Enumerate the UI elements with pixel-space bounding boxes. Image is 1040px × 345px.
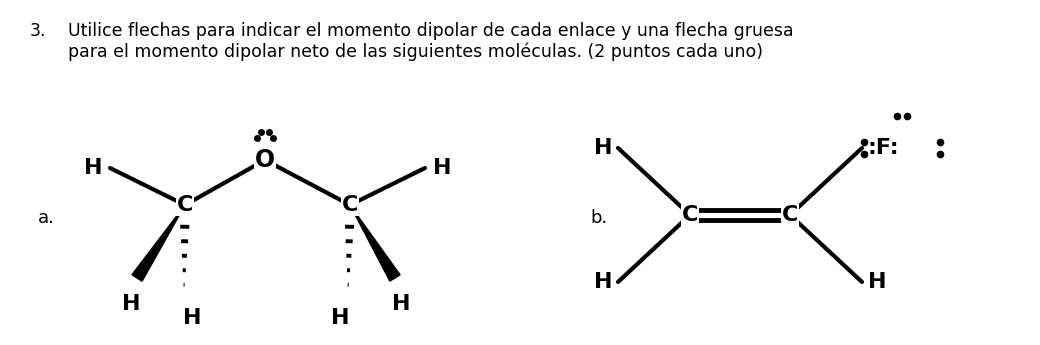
Text: b.: b. <box>590 209 607 227</box>
Text: C: C <box>177 195 193 215</box>
Text: H: H <box>122 294 140 314</box>
Text: O: O <box>255 148 275 172</box>
Polygon shape <box>350 205 400 281</box>
Text: H: H <box>331 308 349 328</box>
Text: 3.: 3. <box>30 22 47 40</box>
Text: :F:: :F: <box>868 138 900 158</box>
Text: H: H <box>83 158 102 178</box>
Polygon shape <box>132 205 185 281</box>
Text: C: C <box>342 195 358 215</box>
Text: para el momento dipolar neto de las siguientes moléculas. (2 puntos cada uno): para el momento dipolar neto de las sigu… <box>68 42 763 60</box>
Text: C: C <box>682 205 698 225</box>
Text: H: H <box>183 308 202 328</box>
Text: a.: a. <box>38 209 55 227</box>
Text: H: H <box>392 294 410 314</box>
Text: H: H <box>594 138 612 158</box>
Text: H: H <box>594 272 612 292</box>
Text: H: H <box>433 158 451 178</box>
Text: C: C <box>782 205 798 225</box>
Text: H: H <box>868 272 886 292</box>
Text: Utilice flechas para indicar el momento dipolar de cada enlace y una flecha grue: Utilice flechas para indicar el momento … <box>68 22 794 40</box>
